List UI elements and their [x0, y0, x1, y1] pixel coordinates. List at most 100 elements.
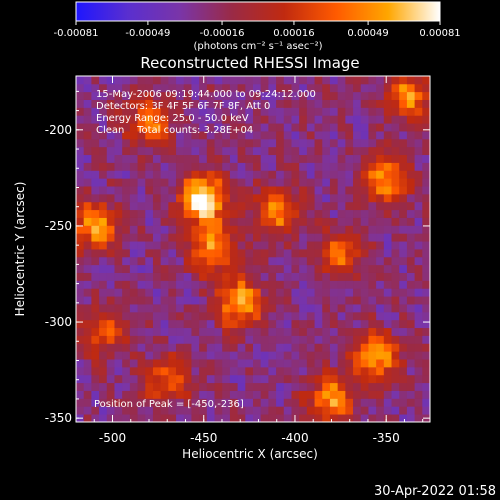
- heatmap-cell: [114, 351, 123, 360]
- heatmap-cell: [422, 256, 430, 266]
- heatmap-cell: [276, 249, 285, 258]
- heatmap-cell: [306, 241, 315, 250]
- heatmap-cell: [199, 374, 208, 384]
- heatmap-cell: [183, 225, 192, 234]
- heatmap-cell: [414, 186, 423, 195]
- heatmap-cell: [122, 209, 131, 218]
- heatmap-cell: [337, 311, 346, 321]
- heatmap-cell: [353, 233, 362, 242]
- heatmap-cell: [383, 414, 392, 422]
- heatmap-cell: [422, 115, 430, 124]
- heatmap-cell: [145, 233, 154, 242]
- heatmap-cell: [76, 83, 85, 93]
- heatmap-cell: [422, 272, 430, 281]
- heatmap-cell: [176, 76, 185, 85]
- heatmap-cell: [160, 225, 169, 234]
- heatmap-cell: [145, 99, 154, 108]
- heatmap-cell: [391, 256, 400, 266]
- heatmap-cell: [345, 390, 354, 399]
- heatmap-cell: [106, 99, 115, 108]
- heatmap-cell: [291, 249, 300, 258]
- heatmap-cell: [245, 186, 254, 195]
- heatmap-cell: [129, 374, 138, 384]
- heatmap-cell: [376, 414, 385, 422]
- heatmap-cell: [253, 241, 262, 250]
- heatmap-cell: [229, 146, 239, 156]
- heatmap-cell: [160, 272, 169, 281]
- heatmap-cell: [391, 123, 400, 132]
- heatmap-cell: [245, 146, 254, 156]
- heatmap-cell: [91, 335, 100, 344]
- heatmap-cell: [306, 138, 315, 148]
- heatmap-cell: [283, 201, 292, 211]
- heatmap-cell: [306, 351, 315, 360]
- heatmap-cell: [376, 280, 385, 289]
- heatmap-cell: [306, 83, 315, 93]
- heatmap-cell: [122, 296, 131, 305]
- heatmap-cell: [229, 335, 239, 344]
- heatmap-cell: [314, 335, 323, 344]
- heatmap-cell: [383, 382, 392, 391]
- heatmap-cell: [329, 178, 339, 187]
- heatmap-cell: [145, 296, 154, 305]
- heatmap-cell: [122, 131, 131, 140]
- heatmap-cell: [253, 296, 262, 305]
- heatmap-cell: [383, 83, 392, 93]
- colorbar-units-label: (photons cm⁻² s⁻¹ asec⁻²): [193, 41, 322, 52]
- heatmap-cell: [299, 398, 308, 407]
- heatmap-cell: [268, 201, 277, 211]
- heatmap-cell: [106, 233, 115, 242]
- heatmap-cell: [306, 335, 315, 344]
- heatmap-cell: [229, 249, 239, 258]
- heatmap-cell: [160, 162, 169, 171]
- heatmap-cell: [406, 99, 416, 108]
- heatmap-cell: [406, 193, 416, 203]
- heatmap-cell: [183, 406, 192, 415]
- heatmap-cell: [122, 170, 131, 179]
- heatmap-cell: [114, 233, 123, 242]
- heatmap-cell: [291, 162, 300, 171]
- heatmap-cell: [137, 249, 146, 258]
- heatmap-cell: [368, 193, 377, 203]
- heatmap-cell: [114, 99, 123, 108]
- heatmap-cell: [137, 123, 146, 132]
- heatmap-cell: [160, 319, 169, 329]
- heatmap-cell: [406, 366, 416, 376]
- heatmap-cell: [222, 264, 231, 273]
- heatmap-cell: [83, 162, 92, 171]
- heatmap-cell: [253, 414, 262, 422]
- heatmap-cell: [214, 264, 223, 273]
- heatmap-cell: [383, 91, 392, 100]
- heatmap-cell: [237, 351, 246, 360]
- heatmap-cell: [206, 264, 215, 273]
- heatmap-cell: [329, 366, 339, 376]
- heatmap-cell: [76, 178, 85, 187]
- heatmap-cell: [237, 359, 246, 368]
- heatmap-cell: [129, 327, 138, 336]
- heatmap-cell: [214, 296, 223, 305]
- heatmap-cell: [145, 390, 154, 399]
- heatmap-cell: [245, 131, 254, 140]
- heatmap-cell: [191, 123, 200, 132]
- heatmap-cell: [237, 398, 246, 407]
- heatmap-cell: [222, 241, 231, 250]
- heatmap-cell: [222, 170, 231, 179]
- heatmap-cell: [337, 398, 346, 407]
- heatmap-cell: [399, 186, 408, 195]
- heatmap-cell: [268, 233, 277, 242]
- heatmap-cell: [152, 131, 162, 140]
- heatmap-cell: [329, 201, 339, 211]
- heatmap-cell: [253, 138, 262, 148]
- heatmap-cell: [322, 233, 331, 242]
- heatmap-cell: [91, 193, 100, 203]
- heatmap-cell: [414, 217, 423, 226]
- heatmap-cell: [245, 414, 254, 422]
- heatmap-cell: [260, 83, 269, 93]
- heatmap-cell: [176, 115, 185, 124]
- heatmap-cell: [152, 249, 162, 258]
- heatmap-cell: [360, 83, 369, 93]
- heatmap-cell: [291, 414, 300, 422]
- heatmap-cell: [106, 382, 115, 391]
- heatmap-cell: [383, 264, 392, 273]
- heatmap-cell: [406, 382, 416, 391]
